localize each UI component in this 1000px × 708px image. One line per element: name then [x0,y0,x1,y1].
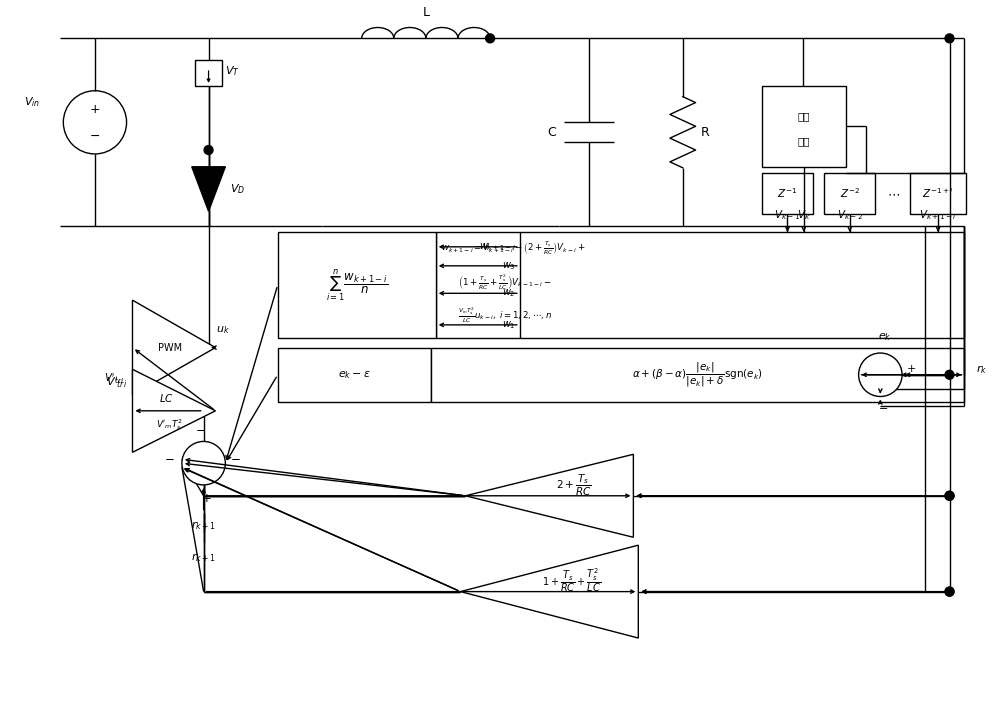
Text: $w_1$: $w_1$ [502,319,516,331]
Circle shape [945,587,954,596]
Text: $w_{k+1-i}$: $w_{k+1-i}$ [479,241,516,253]
Text: $2+\dfrac{T_s}{RC}$: $2+\dfrac{T_s}{RC}$ [556,474,592,498]
Text: R: R [701,126,709,139]
Circle shape [945,491,954,501]
Bar [278,232,436,338]
Circle shape [945,370,954,379]
Bar [824,173,875,215]
Circle shape [859,353,902,396]
Text: $w_3$: $w_3$ [502,260,516,272]
Text: $\frac{V_{in}T_s^2}{LC}u_{k-i},\;i=1,2,\cdots,n$: $\frac{V_{in}T_s^2}{LC}u_{k-i},\;i=1,2,\… [458,306,552,325]
Circle shape [486,34,495,42]
Text: $V'_{tri}$: $V'_{tri}$ [106,375,128,389]
Text: $u_k$: $u_k$ [216,324,230,336]
Circle shape [182,442,225,485]
Text: $\left(1+\frac{T_s}{RC}+\frac{T_s^2}{LC}\right)V_{k-1-i}-$: $\left(1+\frac{T_s}{RC}+\frac{T_s^2}{LC}… [458,273,551,292]
Text: $e_k-\varepsilon$: $e_k-\varepsilon$ [338,369,371,381]
Text: $\sum_{i=1}^{n}\dfrac{w_{k+1-i}}{n}$: $\sum_{i=1}^{n}\dfrac{w_{k+1-i}}{n}$ [326,267,388,302]
Text: $V_D$: $V_D$ [230,183,245,196]
Circle shape [945,587,954,596]
Text: $r_{k+1}$: $r_{k+1}$ [191,520,216,532]
Polygon shape [465,455,633,537]
Text: $\alpha+(\beta-\alpha)\dfrac{|e_k|}{|e_k|+\delta}\mathrm{sgn}(e_k)$: $\alpha+(\beta-\alpha)\dfrac{|e_k|}{|e_k… [632,360,763,389]
Circle shape [204,146,213,154]
Text: C: C [548,126,556,139]
Text: $V_{k-2}$: $V_{k-2}$ [837,208,863,222]
Text: $r_k$: $r_k$ [976,363,988,376]
Text: $-$: $-$ [164,451,175,464]
Bar [762,86,846,167]
Text: $V'_m T_s^2$: $V'_m T_s^2$ [156,417,182,432]
Text: PWM: PWM [158,343,182,353]
Text: +: + [907,364,916,374]
Text: $Z^{-1+i}$: $Z^{-1+i}$ [922,187,954,200]
Text: $-$: $-$ [195,421,206,435]
Text: $-$: $-$ [878,402,888,413]
Bar [436,232,964,338]
Bar [762,173,813,215]
Bar [195,60,222,86]
Bar [431,348,964,402]
Polygon shape [460,545,638,638]
Text: $e_k$: $e_k$ [878,331,892,343]
Polygon shape [192,167,225,211]
Text: $V_{k+1-i}$: $V_{k+1-i}$ [919,208,957,222]
Text: $V_{k-1}$: $V_{k-1}$ [774,208,801,222]
Text: L: L [422,6,429,18]
Text: $Z^{-1}$: $Z^{-1}$ [777,187,798,200]
Circle shape [945,491,954,501]
Text: $1+\dfrac{T_s}{RC}+\dfrac{T_s^2}{LC}$: $1+\dfrac{T_s}{RC}+\dfrac{T_s^2}{LC}$ [542,566,601,594]
Bar [910,173,966,215]
Text: $-$: $-$ [230,451,241,464]
Circle shape [63,91,127,154]
Text: $-$: $-$ [89,129,101,142]
Text: 电压: 电压 [798,112,810,122]
Text: $r_{k+1}$: $r_{k+1}$ [191,551,216,564]
Text: $Z^{-2}$: $Z^{-2}$ [840,187,860,200]
Text: $LC$: $LC$ [159,392,174,404]
Text: $V_{in}$: $V_{in}$ [24,96,41,110]
Text: $V_T$: $V_T$ [225,64,240,78]
Text: $\cdots$: $\cdots$ [887,187,900,200]
Polygon shape [132,300,215,395]
Text: +: + [90,103,100,116]
Text: $V'_{tri}$: $V'_{tri}$ [104,372,125,387]
Circle shape [945,34,954,42]
Text: $w_2$: $w_2$ [502,287,516,299]
Text: 采样: 采样 [798,136,810,146]
Text: $+$: $+$ [201,492,212,505]
Text: $V_k$: $V_k$ [797,208,811,222]
Polygon shape [132,370,215,452]
Text: $w_{k+1-i}=V_{k+1-i}-\left(2+\frac{T_s}{RC}\right)V_{k-i}+$: $w_{k+1-i}=V_{k+1-i}-\left(2+\frac{T_s}{… [441,240,585,258]
Bar [278,348,431,402]
